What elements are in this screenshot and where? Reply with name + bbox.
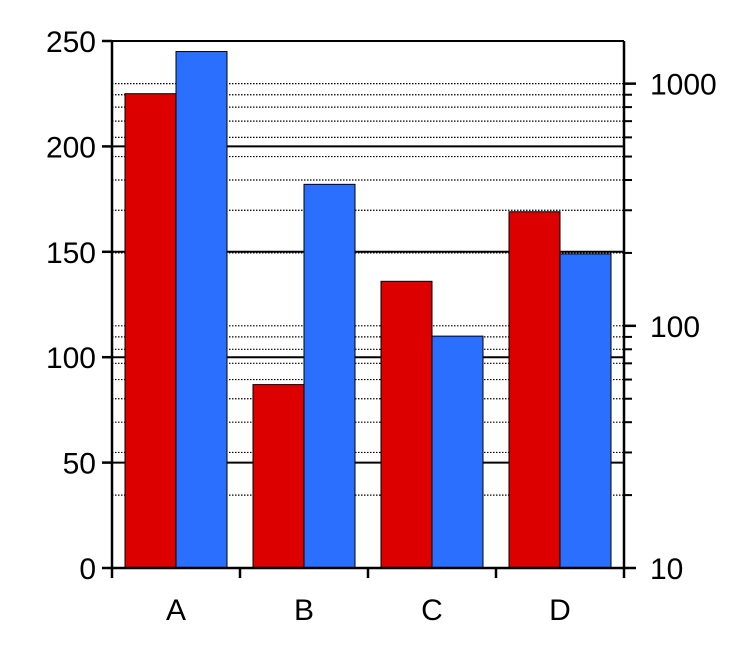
- bar-b-series1: [252, 384, 305, 569]
- category-label-c: C: [421, 594, 443, 627]
- bar-b-series2: [303, 183, 356, 569]
- left-tick-label: 250: [46, 26, 96, 59]
- left-tick-label: 50: [63, 448, 96, 481]
- category-label-d: D: [549, 594, 571, 627]
- left-tick-label: 200: [46, 131, 96, 164]
- bar-c-series2: [431, 335, 484, 569]
- bar-a-series1: [124, 93, 177, 569]
- bar-c-series1: [380, 280, 433, 569]
- category-label-b: B: [294, 594, 314, 627]
- right-tick-label: 100: [650, 311, 700, 344]
- axes: [102, 39, 636, 578]
- left-tick-label: 100: [46, 342, 96, 375]
- category-label-a: A: [166, 594, 186, 627]
- bar-d-series2: [559, 253, 612, 569]
- left-tick-label: 150: [46, 237, 96, 270]
- bars: [124, 51, 612, 569]
- left-tick-label: 0: [79, 553, 96, 586]
- bar-a-series2: [175, 51, 228, 569]
- right-tick-label: 10: [650, 553, 683, 586]
- tick-labels: 0 50 100 150 200 250 10 100 1000 A B C D: [46, 26, 717, 627]
- right-tick-label: 1000: [650, 69, 717, 102]
- bar-d-series1: [508, 211, 561, 569]
